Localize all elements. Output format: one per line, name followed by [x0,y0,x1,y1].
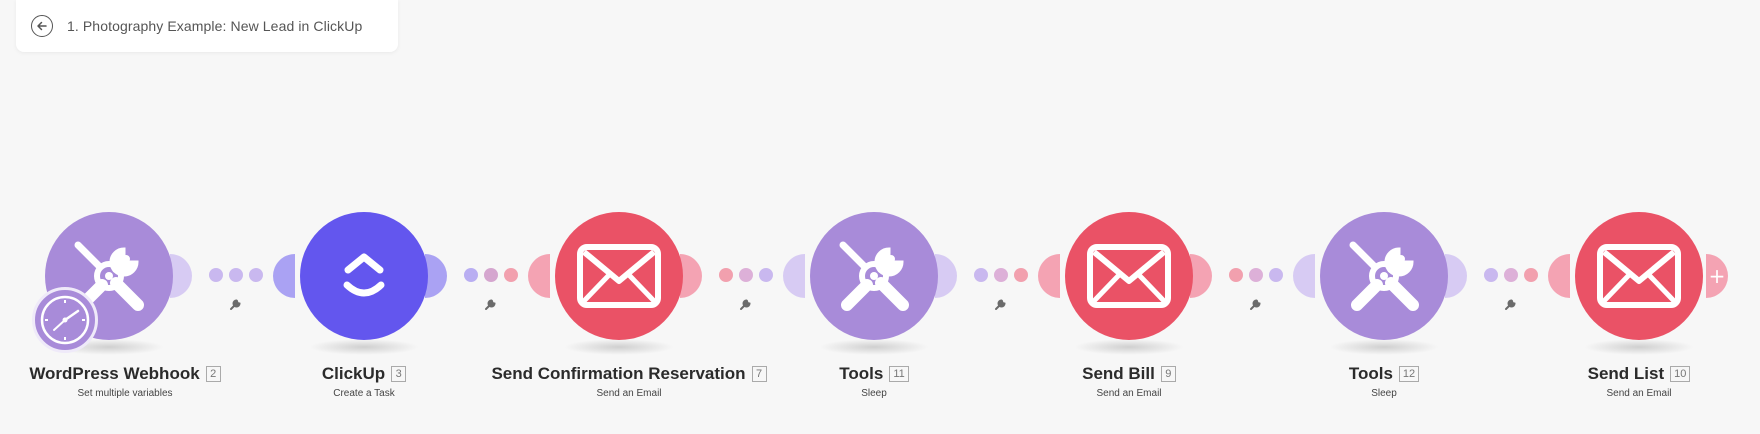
connector-handle[interactable] [935,254,957,298]
module-send-list[interactable] [1575,212,1703,340]
connector-dot [1229,268,1243,282]
connector-dot [1269,268,1283,282]
scenario-title: 1. Photography Example: New Lead in Clic… [67,18,363,34]
module-tools-sleep[interactable] [810,212,938,340]
connector-handle[interactable] [1293,254,1315,298]
connector-handle[interactable] [783,254,805,298]
connector-dot [229,268,243,282]
connector-dot [484,268,498,282]
module-title: WordPress Webhook 2 [29,364,221,384]
connector-handle[interactable] [680,254,702,298]
connector-dot [974,268,988,282]
connector-handle[interactable] [1548,254,1570,298]
module-send-bill[interactable] [1065,212,1193,340]
add-module-button[interactable]: + [1706,254,1728,298]
module-tools-sleep-2[interactable] [1320,212,1448,340]
module-label: WordPress Webhook 2 Set multiple variable… [25,364,225,399]
connector-dot [464,268,478,282]
plus-icon: + [1708,264,1726,288]
connector-handle[interactable] [273,254,295,298]
connector-handle[interactable] [528,254,550,298]
module-label: Send Bill 9 Send an Email [1069,364,1189,399]
module-title: Send List 10 [1588,364,1691,384]
connector-handle[interactable] [1190,254,1212,298]
connector-dot [504,268,518,282]
wrench-icon[interactable] [228,296,244,312]
tools-icon [839,241,909,311]
module-title: Send Confirmation Reservation 7 [491,364,767,384]
connector-dot [1249,268,1263,282]
arrow-left-icon [37,21,47,31]
node-shadow [819,339,929,355]
wrench-icon[interactable] [993,296,1009,312]
wrench-icon[interactable] [1248,296,1264,312]
node-shadow [564,339,674,355]
connector-handle[interactable] [1445,254,1467,298]
connector-dot [1504,268,1518,282]
connector-dot [249,268,263,282]
module-action: Sleep [1371,388,1397,399]
module-circle [555,212,683,340]
module-action: Send an Email [1096,388,1162,399]
module-id-badge: 7 [751,366,767,382]
connector-dot [1484,268,1498,282]
connector-dot [759,268,773,282]
module-circle [1320,212,1448,340]
wrench-icon[interactable] [738,296,754,312]
module-circle [300,212,428,340]
module-circle [1575,212,1703,340]
clickup-icon [343,253,385,297]
module-id-badge: 3 [391,366,407,382]
module-title: ClickUp 3 [322,364,407,384]
schedule-clock-button[interactable] [32,287,98,353]
connector-dot [719,268,733,282]
module-send-confirmation-reservation[interactable] [555,212,683,340]
module-title: Tools 12 [1349,364,1420,384]
module-label: Send List 10 Send an Email [1579,364,1699,399]
module-id-badge: 11 [889,366,909,382]
module-title: Tools 11 [839,364,909,384]
module-label: Send Confirmation Reservation 7 Send an E… [489,364,769,399]
module-action: Create a Task [333,388,395,399]
connector-handle[interactable] [1038,254,1060,298]
envelope-icon [577,244,661,308]
clock-icon [40,295,90,345]
back-button[interactable] [31,15,53,37]
module-id-badge: 10 [1670,366,1691,382]
module-action: Sleep [861,388,887,399]
module-clickup[interactable] [300,212,428,340]
module-id-badge: 12 [1398,366,1420,382]
module-action: Send an Email [596,388,662,399]
connector-dot [209,268,223,282]
module-wordpress-webhook[interactable] [45,212,173,340]
node-shadow [1329,339,1439,355]
module-id-badge: 9 [1160,366,1176,382]
envelope-icon [1087,244,1171,308]
node-shadow [1074,339,1184,355]
module-title: Send Bill 9 [1082,364,1176,384]
connector-dot [1524,268,1538,282]
module-circle [45,212,173,340]
module-action: Send an Email [1606,388,1672,399]
wrench-icon[interactable] [483,296,499,312]
scenario-header: 1. Photography Example: New Lead in Clic… [16,0,398,52]
module-label: Tools 12 Sleep [1334,364,1434,399]
connector-handle[interactable] [170,254,192,298]
wrench-icon[interactable] [1503,296,1519,312]
module-circle [810,212,938,340]
tools-icon [1349,241,1419,311]
module-label: ClickUp 3 Create a Task [314,364,414,399]
node-shadow [1584,339,1694,355]
connector-dot [1014,268,1028,282]
connector-dot [739,268,753,282]
connector-dot [994,268,1008,282]
module-label: Tools 11 Sleep [824,364,924,399]
module-action: Set multiple variables [77,388,173,399]
envelope-icon [1597,244,1681,308]
connector-handle[interactable] [425,254,447,298]
module-circle [1065,212,1193,340]
module-id-badge: 2 [205,366,221,382]
node-shadow [309,339,419,355]
